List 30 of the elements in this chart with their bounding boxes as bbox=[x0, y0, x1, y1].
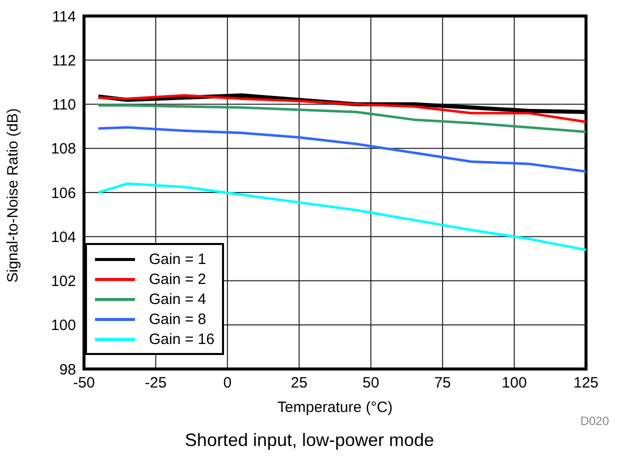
y-tick-label: 114 bbox=[52, 8, 76, 26]
legend-label: Gain = 4 bbox=[148, 290, 208, 309]
x-tick-label: 50 bbox=[362, 374, 380, 392]
legend-label: Gain = 2 bbox=[148, 270, 208, 289]
text: Shorted input, low-power mode bbox=[184, 430, 436, 451]
y-tick-label: 104 bbox=[50, 228, 76, 246]
text: D020 bbox=[580, 414, 609, 428]
line-series bbox=[97, 182, 586, 252]
line-series bbox=[97, 94, 586, 124]
legend-label: Gain = 1 bbox=[148, 250, 208, 269]
y-tick-label: 102 bbox=[50, 273, 76, 290]
y-tick-label: 110 bbox=[52, 96, 76, 114]
y-axis-title: Signal-to-Noise Ratio (dB) bbox=[4, 108, 22, 282]
x-axis-title: Temperature (°C) bbox=[277, 399, 393, 416]
y-tick-label: 112 bbox=[52, 52, 76, 70]
x-tick-label: 0 bbox=[223, 374, 232, 392]
x-tick-label: -50 bbox=[73, 374, 95, 392]
y-tick-label: 98 bbox=[59, 361, 76, 378]
x-tick-label: 100 bbox=[502, 374, 527, 392]
y-tick-label: 108 bbox=[50, 140, 76, 158]
y-tick-label: 106 bbox=[50, 184, 76, 202]
legend-label: Gain = 16 bbox=[148, 330, 214, 349]
x-tick-label: -25 bbox=[144, 374, 167, 392]
x-tick-label: 75 bbox=[434, 374, 451, 392]
legend-label: Gain = 8 bbox=[148, 310, 208, 329]
line-series bbox=[97, 104, 586, 134]
x-tick-label: 125 bbox=[573, 374, 599, 392]
x-tick-label: 25 bbox=[290, 374, 308, 392]
y-tick-label: 100 bbox=[50, 317, 76, 334]
line-series bbox=[97, 126, 586, 173]
